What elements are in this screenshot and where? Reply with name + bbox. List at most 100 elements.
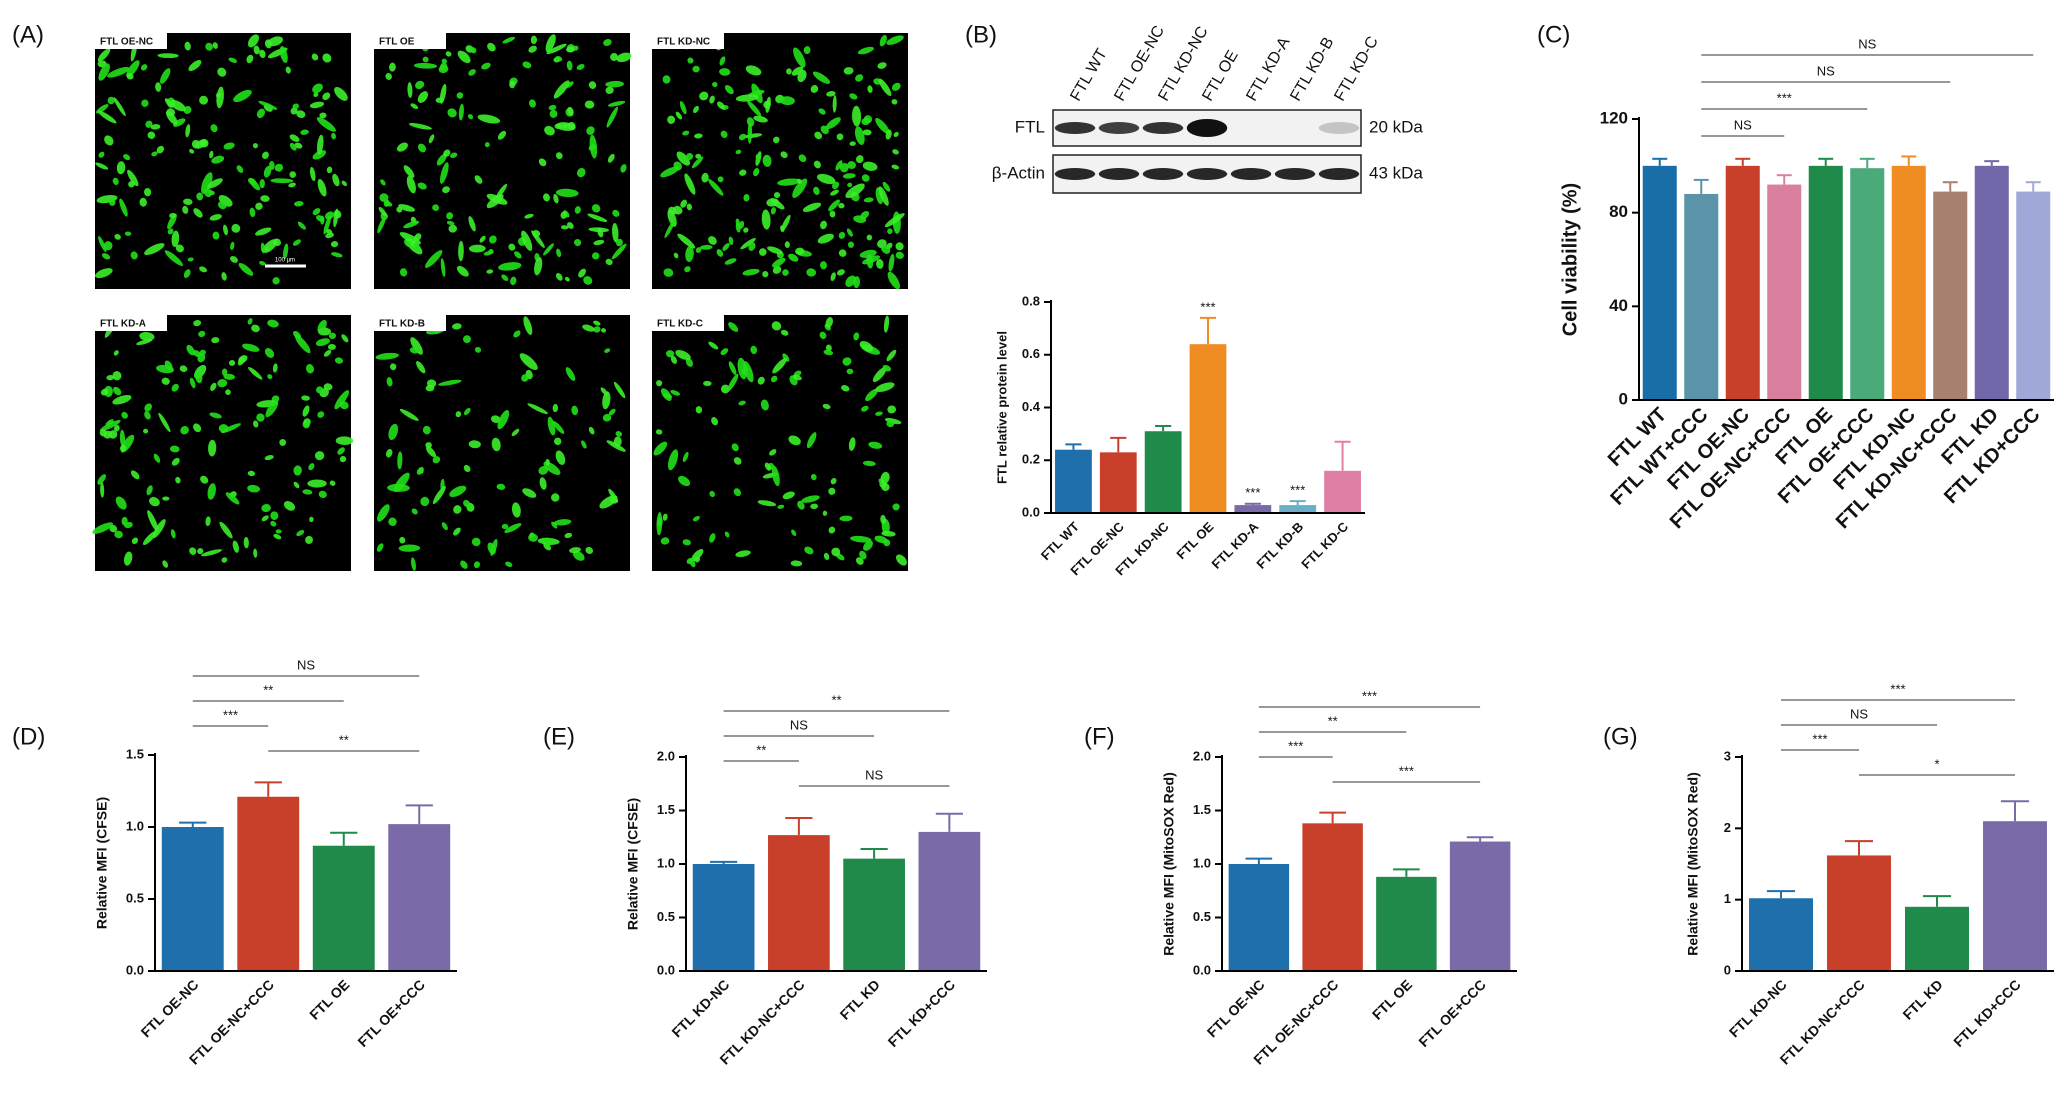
cell [846, 368, 854, 375]
cell [843, 67, 854, 75]
cell [398, 204, 415, 212]
cell [312, 150, 327, 160]
cell [439, 62, 448, 71]
cell [694, 133, 703, 139]
cell [326, 166, 333, 174]
cell [311, 53, 319, 61]
cell [735, 550, 751, 558]
bar [1234, 505, 1272, 513]
y-tick-label: 1.5 [657, 802, 675, 817]
y-tick-label: 2.0 [1193, 748, 1211, 763]
band [1142, 168, 1184, 180]
cell [231, 223, 241, 233]
cell [441, 58, 448, 64]
cell [861, 117, 870, 126]
cell [716, 249, 724, 257]
cell [602, 391, 611, 410]
bar [918, 831, 981, 971]
cell [455, 411, 462, 418]
cell [256, 413, 265, 422]
cell [892, 503, 900, 511]
cell [113, 350, 119, 356]
cell [292, 239, 301, 246]
cell [221, 272, 227, 281]
cell [804, 546, 814, 555]
cell [593, 326, 601, 333]
cell [128, 181, 135, 188]
cell [316, 134, 324, 155]
cell [588, 81, 597, 89]
cell [668, 449, 679, 471]
cell [212, 42, 218, 49]
cell [378, 207, 387, 217]
cell [453, 505, 462, 514]
cell [720, 384, 730, 394]
bar [1376, 876, 1437, 971]
cell [510, 276, 517, 286]
cell [171, 230, 180, 247]
cell [334, 87, 348, 101]
bar [1725, 165, 1760, 400]
cell [770, 207, 776, 215]
cell [191, 139, 200, 149]
cell [308, 463, 315, 471]
cell [265, 400, 279, 418]
cell [385, 72, 392, 80]
image-label-box [652, 33, 724, 49]
cell [379, 193, 389, 202]
cell [743, 227, 749, 233]
x-tick-label: FTL OE-NC [1204, 976, 1268, 1040]
cell [853, 215, 867, 223]
cell [861, 405, 869, 412]
micrograph: FTL KD-C [652, 315, 908, 571]
cell [109, 199, 116, 206]
bar [1302, 823, 1363, 971]
cell [610, 53, 618, 61]
cell [334, 357, 344, 364]
cell [549, 109, 558, 118]
cell [780, 151, 788, 159]
cell [171, 383, 179, 392]
cell [432, 456, 441, 464]
cell [498, 262, 522, 271]
cell [169, 445, 180, 453]
cell [410, 337, 423, 355]
band [1054, 168, 1096, 180]
cell [260, 242, 266, 254]
cell [564, 532, 573, 539]
cell [738, 133, 747, 141]
cell [686, 558, 693, 564]
cell [334, 390, 350, 410]
cell [146, 485, 153, 496]
cell [141, 99, 149, 107]
image-label-box [95, 315, 167, 331]
cell [387, 483, 410, 492]
cell [170, 529, 176, 539]
cell [210, 382, 217, 391]
cell [312, 208, 321, 216]
cell [446, 220, 455, 226]
cell [377, 216, 386, 234]
cell [193, 208, 203, 218]
cell [591, 252, 600, 260]
cell [300, 129, 309, 135]
significance-label: ** [1328, 713, 1338, 728]
cell [267, 374, 273, 380]
cell [468, 69, 476, 76]
cell [719, 56, 726, 66]
cell [660, 166, 680, 178]
cell [251, 324, 260, 333]
cell [773, 136, 780, 144]
cell [757, 376, 765, 385]
cell [777, 178, 801, 186]
cell [292, 103, 299, 110]
cell [667, 115, 676, 124]
y-axis-label: Relative MFI (MitoSOX Red) [1161, 772, 1177, 956]
cell [123, 551, 133, 566]
cell [545, 458, 550, 466]
cell [130, 251, 138, 260]
cell [828, 487, 836, 495]
cell [810, 473, 817, 481]
significance-label: * [1934, 756, 1939, 771]
cell [289, 142, 297, 151]
